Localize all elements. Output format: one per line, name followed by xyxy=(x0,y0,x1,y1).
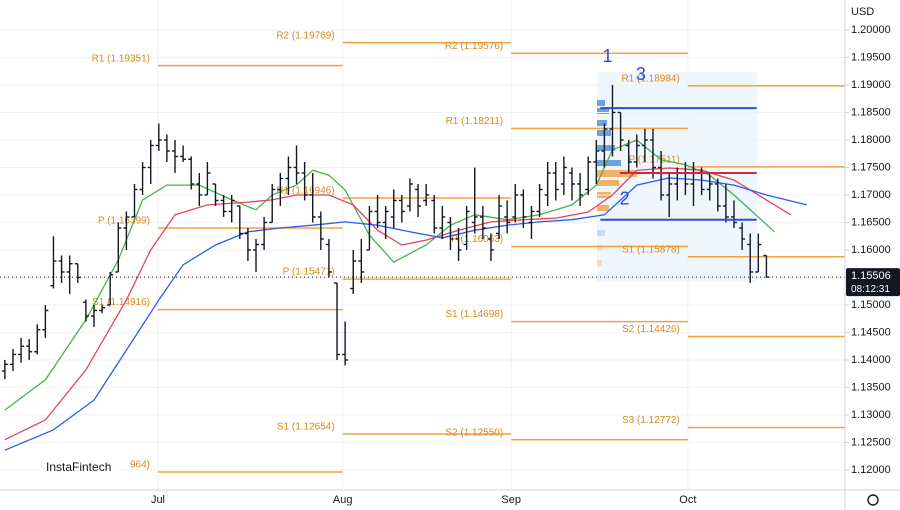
y-tick-label: 1.14000 xyxy=(851,354,891,366)
y-tick-label: 1.14500 xyxy=(851,326,891,338)
currency-box[interactable] xyxy=(846,0,900,22)
y-tick-label: 1.20000 xyxy=(851,24,891,36)
countdown: 08:12:31 xyxy=(851,284,890,295)
last-price-label: 1.15506 xyxy=(851,270,891,282)
y-tick-label: 1.12000 xyxy=(851,464,891,476)
annotation: 3 xyxy=(636,64,646,84)
y-tick-label: 1.16500 xyxy=(851,216,891,228)
pivot-label: S1 (1.14916) xyxy=(92,297,150,308)
pivot-label: S1 (1.12654) xyxy=(277,422,335,433)
pivot-label: R2 (1.19769) xyxy=(276,30,334,41)
y-tick-label: 1.18500 xyxy=(851,106,891,118)
settings-icon[interactable] xyxy=(867,494,879,506)
y-tick-label: 1.17000 xyxy=(851,189,891,201)
y-tick-label: 1.13000 xyxy=(851,409,891,421)
pivot-label: P (1.15471) xyxy=(283,267,335,278)
pivot-label: R1 (1.16946) xyxy=(276,186,334,197)
pivot-label: R1 (1.18211) xyxy=(446,116,504,127)
y-tick-label: 1.17500 xyxy=(851,161,891,173)
moving-average xyxy=(4,167,792,441)
y-tick-label: 1.16000 xyxy=(851,244,891,256)
y-tick-label: 1.19000 xyxy=(851,79,891,91)
logo-box xyxy=(40,455,118,481)
pivot-label: P (1.16399) xyxy=(98,216,150,227)
pivot-label: S2 (1.14426) xyxy=(622,324,680,335)
pivot-label: P (1.16063) xyxy=(451,234,503,245)
currency[interactable]: USD xyxy=(851,6,874,18)
plot-area: R1 (1.19351) P (1.16399) S1 (1.14916) 964) R… xyxy=(0,0,845,490)
pivot-label: S1 (1.14698) xyxy=(445,309,503,320)
pivot-label: R1 (1.18984) xyxy=(621,73,679,84)
y-tick-label: 1.12500 xyxy=(851,436,891,448)
x-tick-label: Oct xyxy=(679,494,696,506)
y-tick-label: 1.19500 xyxy=(851,51,891,63)
logo: InstaFintech xyxy=(46,460,111,474)
pivot-label: S3 (1.12772) xyxy=(622,415,680,426)
pivot-label: 964) xyxy=(130,460,150,471)
x-tick-label: Aug xyxy=(333,494,353,506)
y-tick-label: 1.18000 xyxy=(851,134,891,146)
annotation: 2 xyxy=(620,189,630,209)
moving-average xyxy=(4,139,775,411)
annotation: 1 xyxy=(603,46,613,66)
y-tick-label: 1.13500 xyxy=(851,381,891,393)
pivot-label: P (1.17511) xyxy=(628,155,679,166)
pivot-label: R1 (1.19351) xyxy=(92,53,150,64)
last-price-box xyxy=(846,268,900,297)
y-tick-label: 1.15000 xyxy=(851,299,891,311)
pivot-label: S1 (1.15878) xyxy=(622,244,680,255)
pivot-label: R2 (1.19576) xyxy=(445,41,503,52)
x-tick-label: Jul xyxy=(151,494,165,506)
pivot-label: S2 (1.12550) xyxy=(445,427,503,438)
x-tick-label: Sep xyxy=(501,494,521,506)
